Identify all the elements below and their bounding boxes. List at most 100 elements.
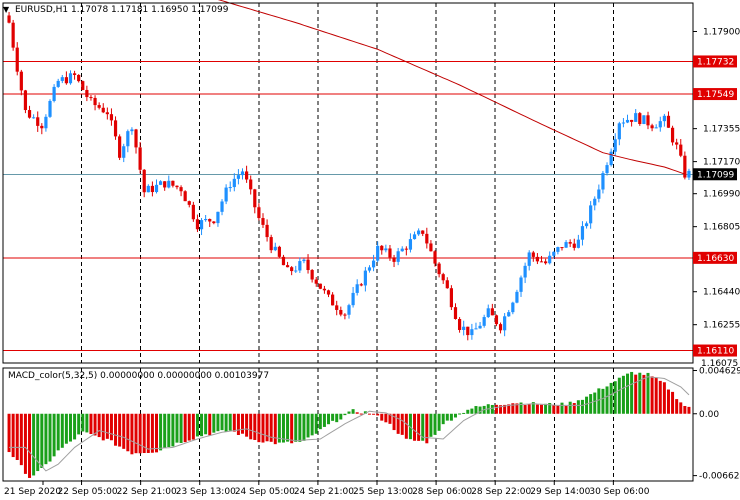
candle-body [392, 257, 396, 262]
candle-body [212, 221, 216, 224]
time-label: 24 Sep 05:00 [235, 487, 295, 497]
macd-bar [437, 413, 441, 431]
level-tag: 1.17549 [697, 90, 734, 100]
macd-bar [388, 413, 392, 424]
macd-bar [150, 413, 154, 453]
level-tag-box [693, 344, 737, 357]
macd-bar [396, 413, 400, 434]
price-tick-label: 1.16990 [703, 190, 740, 200]
macd-top-label: 1.16075 [701, 359, 738, 369]
collapse-arrow-icon[interactable]: ▼ [3, 5, 10, 14]
macd-bar [191, 413, 195, 440]
macd-bar [355, 412, 359, 414]
macd-bar [7, 413, 11, 453]
candle-body [130, 129, 134, 132]
macd-bar [511, 403, 515, 414]
candle-body [7, 15, 11, 23]
macd-bar [93, 413, 97, 436]
macd-bar [564, 405, 568, 414]
macd-bar [638, 372, 642, 414]
candle-body [658, 121, 662, 128]
macd-bar [425, 413, 429, 444]
candle-body [89, 97, 93, 99]
level-tag-box [693, 251, 737, 264]
candle-body [191, 204, 195, 220]
candle-body [396, 251, 400, 262]
candle-body [605, 165, 609, 174]
candle-body [195, 219, 200, 230]
candle-body [171, 180, 175, 186]
macd-bar [327, 413, 331, 425]
macd-bar [666, 389, 670, 414]
candle-body [122, 146, 126, 158]
chart-frame [2, 2, 694, 482]
candle-body [683, 155, 687, 178]
macd-bar [417, 413, 421, 441]
candle-body [634, 113, 638, 122]
ma-line [217, 0, 686, 175]
macd-bar [343, 413, 347, 416]
candle-body [666, 115, 671, 128]
candle-body [417, 230, 421, 235]
candle-body [412, 234, 417, 240]
macd-bar [19, 413, 23, 466]
macd-bar [122, 413, 126, 449]
candle-body [384, 248, 388, 251]
candle-body [646, 115, 650, 126]
candle-body [187, 201, 191, 205]
macd-bar [347, 411, 351, 414]
macd-bar [470, 408, 474, 414]
candle-body [654, 127, 658, 129]
macd-bar [380, 413, 384, 421]
candle-body [158, 181, 163, 185]
candle-body [228, 187, 232, 189]
candle-body [437, 263, 441, 275]
macd-bar [466, 409, 470, 414]
macd-bar [499, 405, 503, 414]
macd-bar [142, 413, 146, 454]
candle-body [601, 173, 605, 190]
macd-bar [671, 391, 675, 414]
macd-bar [408, 413, 412, 440]
candle-body [199, 220, 204, 230]
macd-bar [658, 380, 662, 414]
macd-bar [515, 403, 519, 414]
level-tag-box [693, 55, 737, 68]
candle-body [351, 292, 355, 306]
candle-body [466, 326, 470, 336]
candle-body [163, 181, 167, 188]
macd-bar [331, 413, 335, 421]
candle-body [572, 243, 576, 248]
candle-body [109, 114, 114, 121]
level-tag: 1.16110 [697, 347, 734, 357]
macd-bar [294, 413, 298, 442]
candle-body [433, 251, 437, 264]
candle-body [621, 122, 626, 124]
macd-bar [15, 413, 19, 460]
price-tick-label: 1.16805 [703, 223, 740, 233]
candle-body [421, 230, 425, 234]
macd-bar [654, 377, 658, 414]
macd-bar [687, 406, 691, 414]
macd-bar [68, 413, 72, 442]
macd-tick-label: 0.0046298 [699, 367, 740, 377]
macd-bar [171, 413, 175, 447]
candle-body [511, 302, 515, 313]
macd-bar [97, 413, 101, 438]
candle-body [101, 107, 105, 113]
candle-body [662, 115, 666, 122]
macd-bar [277, 413, 281, 443]
macd-bar [216, 413, 220, 432]
macd-bar [535, 404, 539, 414]
macd-bar [617, 377, 621, 414]
macd-bar [597, 388, 601, 414]
current-price-tag: 1.17099 [697, 170, 734, 180]
candle-body [535, 256, 540, 262]
candle-body [371, 260, 376, 268]
macd-bar [261, 413, 265, 443]
candle-body [523, 265, 527, 278]
macd-bar [228, 413, 232, 431]
macd-bar [453, 413, 457, 418]
macd-bar [73, 413, 77, 440]
